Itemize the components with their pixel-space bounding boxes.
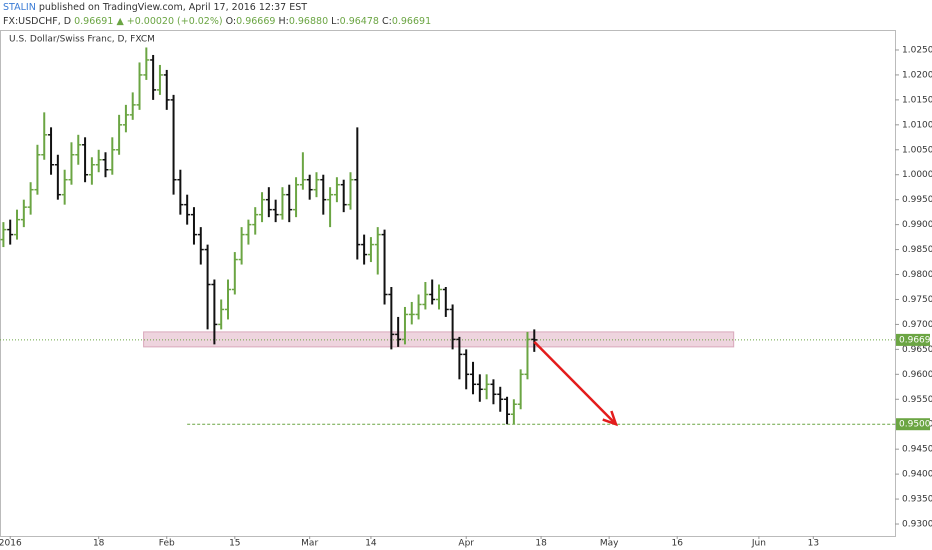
- price-label: 0.9669: [899, 335, 931, 345]
- y-tick-label: 0.9900: [902, 220, 932, 230]
- c: 0.96691: [392, 16, 431, 27]
- y-tick-label: 1.0100: [902, 120, 932, 130]
- y-tick-label: 0.9850: [902, 245, 932, 255]
- author: STALIN: [3, 2, 36, 13]
- x-tick-label: Mar: [301, 539, 318, 549]
- c-label: C:: [382, 16, 392, 27]
- y-tick-label: 0.9350: [902, 495, 932, 505]
- published: published on TradingView.com, April 17, …: [39, 2, 307, 13]
- o: 0.96669: [236, 16, 275, 27]
- y-tick-label: 0.9600: [902, 370, 932, 380]
- y-tick-label: 0.9400: [902, 470, 932, 480]
- x-tick-label: Feb: [159, 539, 175, 549]
- y-tick-label: 0.9650: [902, 345, 932, 355]
- y-tick-label: 0.9950: [902, 195, 932, 205]
- y-tick-label: 1.0200: [902, 70, 932, 80]
- last: 0.96691: [74, 16, 113, 27]
- y-tick-label: 1.0000: [902, 170, 932, 180]
- y-tick-label: 0.9550: [902, 395, 932, 405]
- l: 0.96478: [340, 16, 379, 27]
- y-tick-label: 0.9700: [902, 320, 932, 330]
- x-tick-label: 13: [808, 539, 819, 549]
- y-tick-label: 0.9300: [902, 520, 932, 530]
- x-tick-label: 2016: [0, 539, 22, 549]
- y-tick-label: 1.0050: [902, 145, 932, 155]
- h-label: H:: [278, 16, 288, 27]
- arrow-shaft: [533, 341, 617, 426]
- price-box: [896, 333, 930, 346]
- symbol: FX:USDCHF, D: [3, 16, 71, 27]
- change: ▲ +0.00020 (+0.02%): [116, 16, 222, 27]
- y-tick-label: 0.9800: [902, 270, 932, 280]
- x-tick-label: Jun: [751, 539, 766, 549]
- x-tick-label: May: [600, 539, 619, 549]
- x-tick-label: 18: [535, 539, 547, 549]
- l-label: L:: [331, 16, 340, 27]
- chart-title: U.S. Dollar/Swiss Franc, D, FXCM: [9, 35, 155, 45]
- arrow-head: [602, 410, 618, 427]
- x-tick-label: 14: [365, 539, 377, 549]
- y-tick-label: 1.0150: [902, 95, 932, 105]
- x-tick-label: 16: [671, 539, 683, 549]
- x-tick-label: Apr: [458, 539, 474, 549]
- x-tick-label: 15: [229, 539, 240, 549]
- x-tick-label: 18: [93, 539, 105, 549]
- plot-frame: [0, 30, 896, 537]
- header-line: STALIN published on TradingView.com, Apr…: [3, 2, 307, 13]
- price-label: 0.9500: [899, 420, 931, 430]
- y-tick-label: 0.9450: [902, 445, 932, 455]
- symbol-line: FX:USDCHF, D 0.96691 ▲ +0.00020 (+0.02%)…: [3, 16, 431, 27]
- y-tick-label: 1.0250: [902, 45, 932, 55]
- o-label: O:: [226, 16, 237, 27]
- y-tick-label: 0.9750: [902, 295, 932, 305]
- price-box: [896, 418, 930, 431]
- h: 0.96880: [289, 16, 328, 27]
